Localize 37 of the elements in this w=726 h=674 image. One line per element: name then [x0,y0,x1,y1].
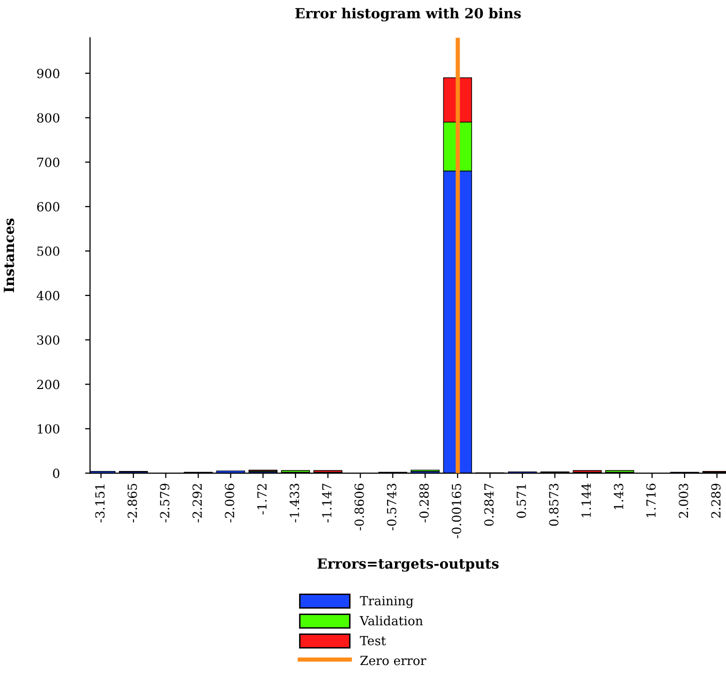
y-tick-label: 500 [37,246,60,256]
legend-label: Zero error [360,656,426,666]
x-tick-label: 2.003 [678,484,688,518]
y-tick-label: 300 [37,335,60,345]
x-tick-label: -1.147 [322,484,332,522]
x-tick-label: 2.289 [711,484,721,518]
x-tick-label: -1.72 [257,484,267,514]
y-tick-label: 100 [38,424,60,434]
x-tick-label: -0.8606 [354,484,364,530]
y-tick-label: 400 [36,290,60,300]
x-tick-label: -2.006 [224,484,234,522]
legend-label: Test [360,636,386,646]
x-tick-label: -0.5743 [386,484,396,530]
y-tick-label: 700 [37,158,60,168]
y-tick-label: 200 [37,380,60,390]
x-axis-title: Errors=targets-outputs [317,558,499,572]
x-tick-label: 0.571 [516,484,526,518]
x-tick-label: 1.43 [614,484,624,510]
x-tick-label: 1.716 [646,484,656,518]
legend-label: Training [360,596,414,608]
y-tick-label: 600 [37,202,60,212]
y-tick-label: 800 [37,113,60,123]
x-tick-label: -0.288 [419,484,429,522]
chart-title: Error histogram with 20 bins [295,8,521,22]
x-tick-label: 1.144 [581,484,591,518]
y-axis-title: Instances [4,218,14,292]
x-tick-label: -2.865 [128,484,138,522]
y-tick-label: 900 [37,68,60,78]
legend-label: Validation [360,616,423,626]
x-tick-label: 0.8573 [549,484,558,526]
x-tick-label: -1.433 [290,484,300,522]
x-tick-label: 0.2847 [484,484,494,526]
x-tick-label: -2.579 [160,484,170,522]
x-tick-label: -0.00165 [452,484,462,538]
x-tick-label: -3.151 [95,484,105,522]
y-tick-label: 0 [53,468,60,478]
x-tick-label: -2.292 [192,484,202,522]
